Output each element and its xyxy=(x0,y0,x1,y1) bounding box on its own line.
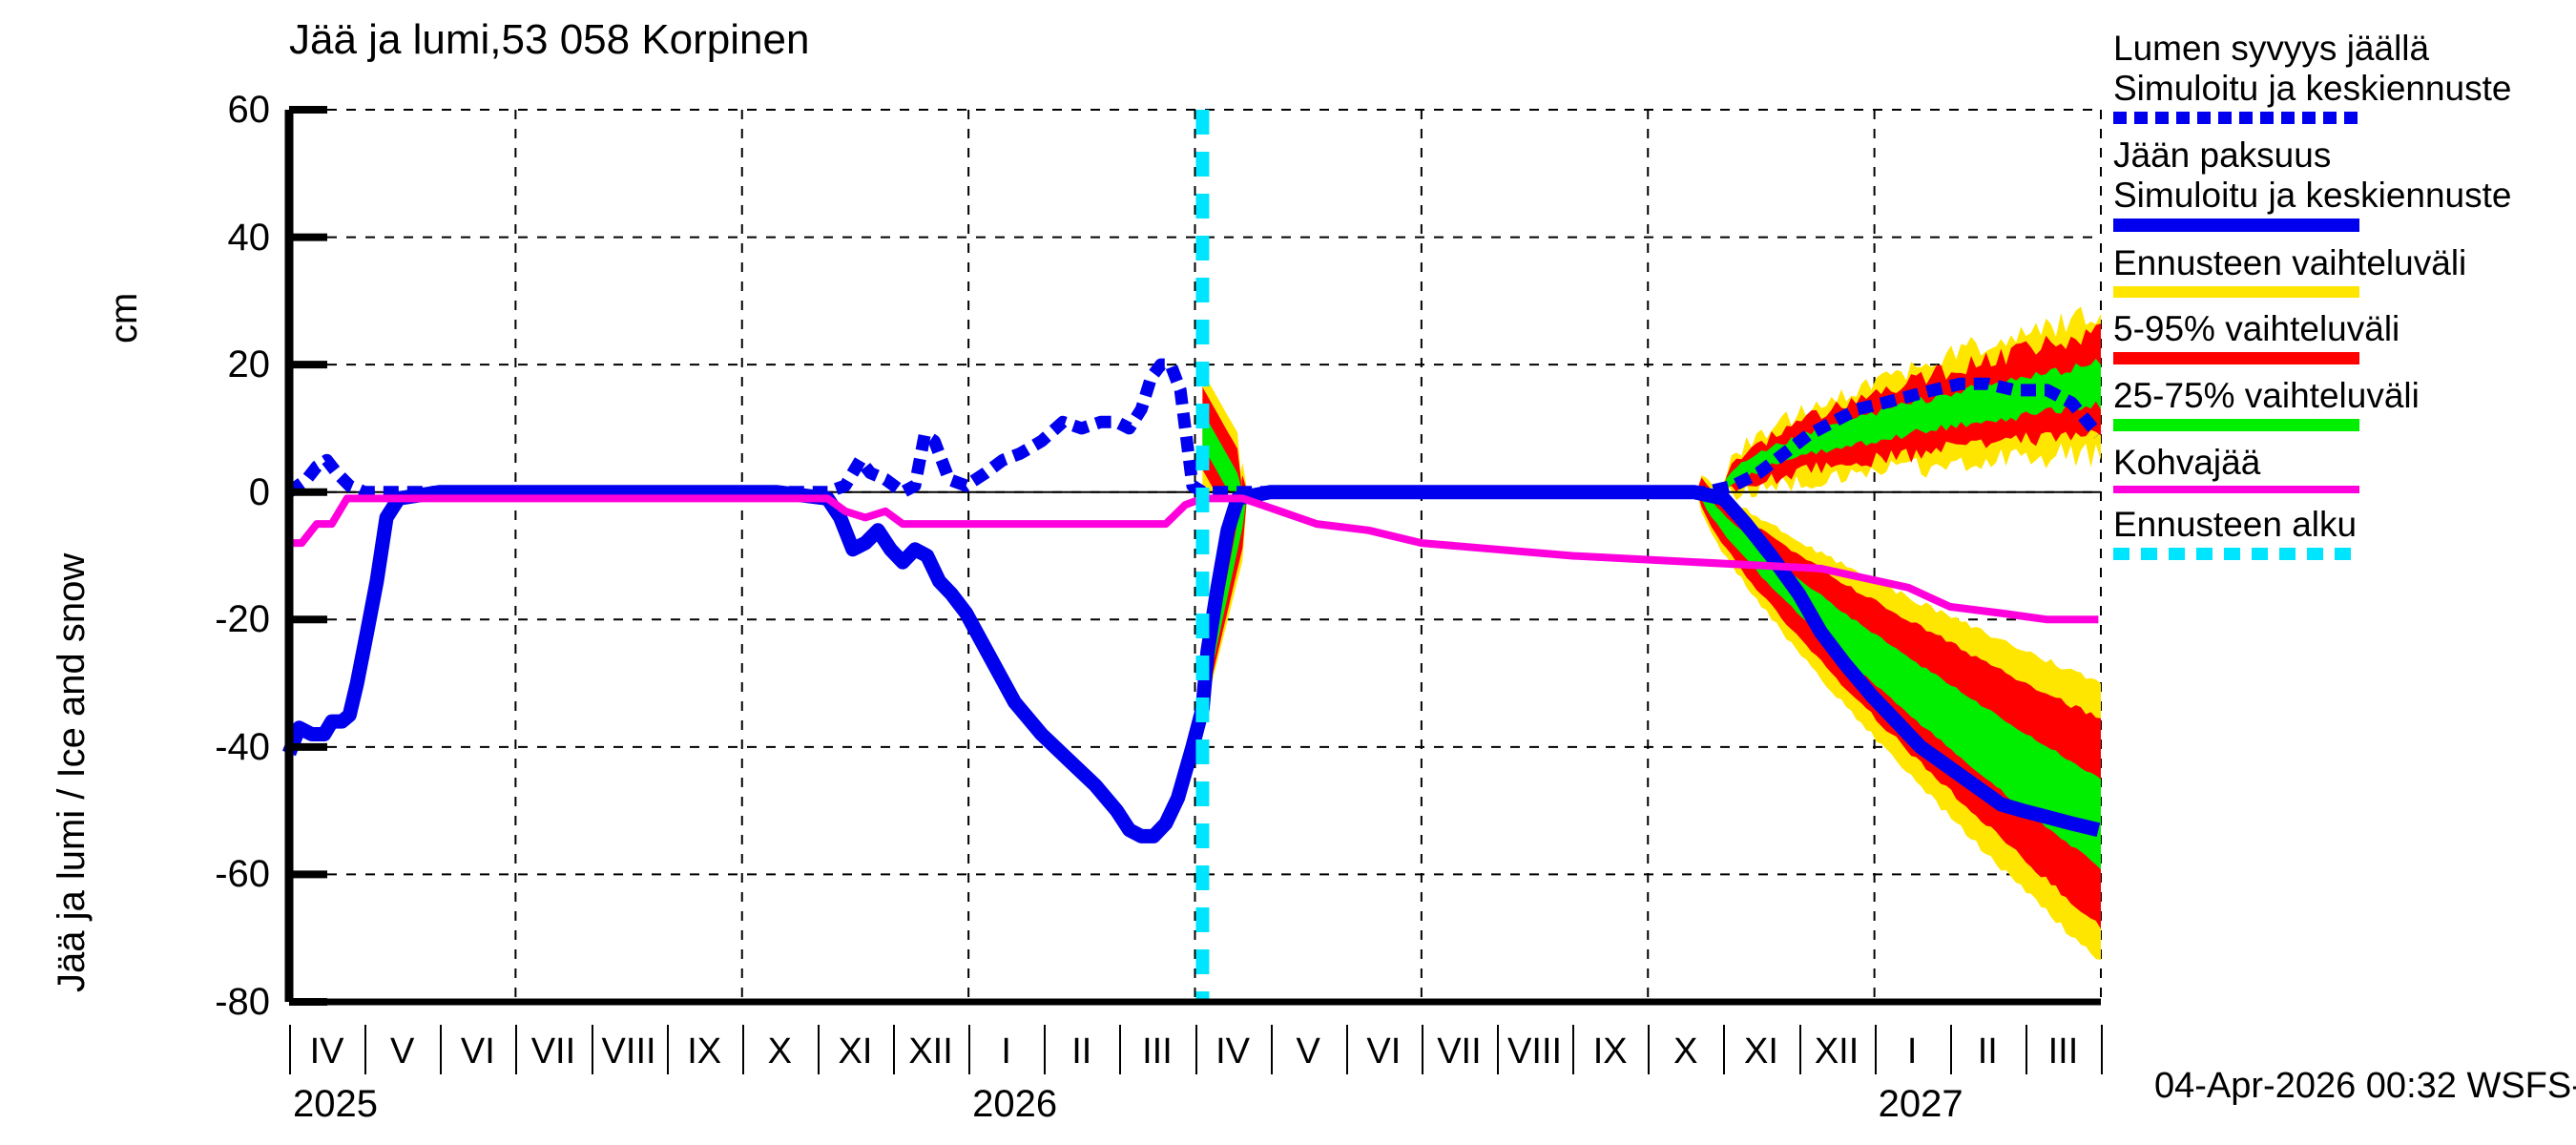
x-tick-label: X xyxy=(1673,1031,1698,1072)
x-tick-label: II xyxy=(1977,1031,1998,1072)
legend-item-title: Kohvajää xyxy=(2113,443,2261,482)
x-tick-label: V xyxy=(1296,1031,1320,1072)
legend-item: Ennusteen alku xyxy=(2113,505,2571,560)
x-tick-label: X xyxy=(767,1031,792,1072)
percentile-25-75-band-ice xyxy=(1202,487,2101,870)
series-snow-depth xyxy=(285,358,2104,499)
legend-item: 5-95% vaihteluväli xyxy=(2113,309,2571,364)
x-tick-label: VII xyxy=(1437,1031,1482,1072)
series-line xyxy=(282,485,2101,843)
x-tick-label: XI xyxy=(838,1031,873,1072)
x-tick-separator xyxy=(1874,1025,1877,1074)
x-tick-label: III xyxy=(1142,1031,1173,1072)
x-year-label: 2026 xyxy=(972,1083,1058,1125)
x-tick-separator xyxy=(1270,1025,1273,1074)
legend-item-title: 25-75% vaihteluväli xyxy=(2113,376,2420,415)
legend-item-title: Jään paksuus xyxy=(2113,135,2332,175)
legend: Lumen syvyys jäällä Simuloitu ja keskienn… xyxy=(2113,29,2571,572)
legend-swatch-solid-magenta xyxy=(2113,486,2359,493)
x-tick-separator xyxy=(1195,1025,1197,1074)
y-tick-label: -40 xyxy=(215,725,270,768)
x-tick-label: VI xyxy=(460,1031,495,1072)
legend-item-subtitle: Simuloitu ja keskiennuste xyxy=(2113,69,2512,108)
x-year-label: 2027 xyxy=(1878,1083,1963,1125)
x-tick-separator xyxy=(591,1025,593,1074)
x-tick-separator xyxy=(440,1025,443,1074)
x-tick-label: II xyxy=(1071,1031,1092,1072)
legend-swatch-solid-red xyxy=(2113,352,2359,364)
x-tick-separator xyxy=(1421,1025,1423,1074)
forecast-range-band-ice xyxy=(1202,462,2101,961)
x-tick-label: VI xyxy=(1366,1031,1402,1072)
x-tick-separator xyxy=(741,1025,744,1074)
x-tick-separator xyxy=(364,1025,367,1074)
x-tick-separator xyxy=(2025,1025,2027,1074)
legend-swatch-solid-green xyxy=(2113,419,2359,431)
x-tick-label: IV xyxy=(1215,1031,1251,1072)
x-year-label: 2025 xyxy=(293,1083,378,1125)
x-tick-label: I xyxy=(1906,1031,1918,1072)
x-tick-label: IV xyxy=(309,1031,344,1072)
x-tick-label: VIII xyxy=(1507,1031,1563,1072)
chart-title: Jää ja lumi,53 058 Korpinen xyxy=(289,16,810,63)
legend-swatch-dashed-blue xyxy=(2113,112,2359,124)
series-kohvajaa xyxy=(289,494,2099,624)
x-tick-separator xyxy=(1345,1025,1348,1074)
y-tick-label: 20 xyxy=(227,344,271,386)
y-tick-label: 0 xyxy=(248,470,270,513)
x-tick-separator xyxy=(1497,1025,1499,1074)
legend-item: Jään paksuus Simuloitu ja keskiennuste xyxy=(2113,135,2571,232)
legend-item-subtitle: Simuloitu ja keskiennuste xyxy=(2113,176,2512,215)
x-tick-label: VII xyxy=(530,1031,576,1072)
x-tick-separator xyxy=(1648,1025,1651,1074)
x-tick-separator xyxy=(968,1025,971,1074)
x-tick-separator xyxy=(817,1025,820,1074)
legend-swatch-solid-blue xyxy=(2113,219,2359,232)
x-tick-separator xyxy=(893,1025,895,1074)
y-tick-label: -20 xyxy=(215,598,270,641)
legend-item: 25-75% vaihteluväli xyxy=(2113,376,2571,431)
x-tick-separator xyxy=(515,1025,518,1074)
legend-item-title: 5-95% vaihteluväli xyxy=(2113,309,2400,348)
x-tick-separator xyxy=(289,1025,291,1074)
x-tick-separator xyxy=(1723,1025,1726,1074)
legend-swatch-dashed-cyan xyxy=(2113,548,2359,560)
y-tick-label: 40 xyxy=(227,216,271,259)
x-tick-separator xyxy=(1572,1025,1575,1074)
timestamp-label: 04-Apr-2026 00:32 WSFS-P xyxy=(2154,1066,2576,1106)
legend-item: Ennusteen vaihteluväli xyxy=(2113,243,2571,298)
x-tick-separator xyxy=(1119,1025,1122,1074)
x-tick-label: I xyxy=(1001,1031,1011,1072)
x-tick-label: V xyxy=(390,1031,415,1072)
x-tick-separator xyxy=(2101,1025,2103,1074)
legend-item-title: Lumen syvyys jäällä xyxy=(2113,29,2430,68)
x-tick-separator xyxy=(1798,1025,1801,1074)
x-tick-label: VIII xyxy=(601,1031,656,1072)
x-tick-label: IX xyxy=(687,1031,722,1072)
x-tick-label: III xyxy=(2047,1031,2079,1072)
legend-item: Kohvajää xyxy=(2113,443,2571,493)
y-tick-label: -60 xyxy=(215,853,270,896)
legend-item-title: Ennusteen vaihteluväli xyxy=(2113,243,2467,282)
percentile-25-75-band-snow xyxy=(1202,358,2101,495)
x-tick-separator xyxy=(1949,1025,1952,1074)
x-tick-label: XI xyxy=(1743,1031,1778,1072)
legend-item: Lumen syvyys jäällä Simuloitu ja keskienn… xyxy=(2113,29,2571,124)
x-tick-separator xyxy=(666,1025,669,1074)
legend-swatch-solid-yellow xyxy=(2113,286,2359,298)
legend-item-title: Ennusteen alku xyxy=(2113,505,2358,544)
x-tick-separator xyxy=(1044,1025,1047,1074)
x-tick-label: XII xyxy=(908,1031,953,1072)
y-tick-label: 60 xyxy=(227,89,271,131)
y-tick-label: -80 xyxy=(215,981,270,1023)
x-tick-label: IX xyxy=(1592,1031,1628,1072)
x-tick-label: XII xyxy=(1814,1031,1859,1072)
